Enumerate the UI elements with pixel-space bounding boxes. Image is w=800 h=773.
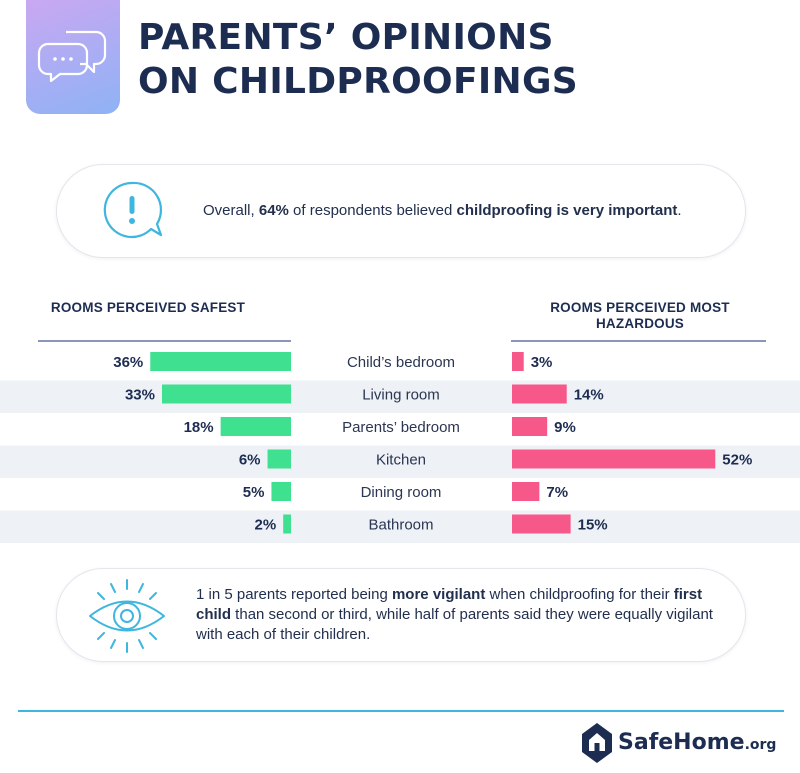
vigilance-t3: than second or third, while half of pare…	[196, 606, 713, 643]
chat-bubbles-tile	[26, 0, 120, 114]
title-line-2: ON CHILDPROOFINGS	[138, 61, 579, 102]
vigilance-t2: when childproofing for their	[485, 586, 674, 603]
safest-bar	[150, 352, 291, 371]
eye-icon	[89, 579, 165, 653]
importance-middle: of respondents believed	[288, 202, 457, 219]
room-label: Dining room	[361, 484, 442, 501]
safest-value-label: 33%	[125, 387, 155, 404]
hazardous-header-rule	[511, 340, 766, 342]
importance-stat: 64%	[258, 202, 289, 219]
row-stripe	[0, 510, 800, 543]
importance-suffix: .	[677, 202, 682, 219]
safest-value-label: 2%	[254, 517, 276, 534]
hazardous-bar	[512, 449, 716, 469]
vigilance-b2: first child	[196, 586, 703, 623]
rooms-butterfly-chart: 36% Child’s bedroom 3% 33% Living room 14% 18%…	[0, 352, 800, 543]
importance-text: Overall, 64% of respondents believed chi…	[203, 201, 743, 221]
hazardous-value-label: 9%	[554, 419, 576, 436]
importance-prefix: Overall,	[203, 202, 259, 219]
safest-value-label: 5%	[243, 484, 265, 501]
hazardous-bar	[512, 514, 571, 534]
title-line-1: PARENTS’ OPINIONS	[138, 17, 554, 58]
safest-header-rule	[38, 340, 291, 342]
vigilance-b1: more vigilant	[391, 586, 486, 603]
safest-value-label: 36%	[113, 354, 143, 371]
vigilance-callout: 1 in 5 parents reported being more vigil…	[56, 568, 746, 662]
chat-bubbles-icon	[37, 30, 107, 82]
exclamation-bubble-icon	[103, 181, 163, 239]
footer-divider	[18, 710, 784, 712]
safest-bar	[271, 482, 291, 501]
safest-value-label: 18%	[184, 419, 214, 436]
hazardous-value-label: 3%	[531, 354, 553, 371]
house-shield-icon	[582, 723, 612, 763]
hazardous-bar	[512, 482, 540, 501]
safest-header: ROOMS PERCEIVED SAFEST	[50, 300, 246, 315]
brand-wordmark: SafeHome.org	[618, 730, 776, 755]
hazardous-bar	[512, 384, 567, 404]
room-label: Bathroom	[368, 517, 433, 534]
safest-value-label: 6%	[239, 452, 261, 469]
vigilance-t1: 1 in 5 parents reported being	[196, 586, 392, 603]
room-label: Child’s bedroom	[347, 354, 455, 371]
hazardous-value-label: 7%	[546, 484, 568, 501]
hazardous-value-label: 15%	[578, 517, 608, 534]
safest-bar	[220, 417, 291, 436]
brand-name: SafeHome	[618, 730, 745, 755]
importance-emphasis: childproofing is very important	[456, 202, 678, 219]
row-stripe	[0, 380, 800, 413]
vigilance-text: 1 in 5 parents reported being more vigil…	[196, 585, 716, 645]
importance-callout: Overall, 64% of respondents believed chi…	[56, 164, 746, 258]
hazardous-header: ROOMS PERCEIVED MOST HAZARDOUS	[550, 300, 730, 331]
room-label: Parents’ bedroom	[342, 419, 460, 436]
room-label: Living room	[362, 387, 440, 404]
room-label: Kitchen	[376, 452, 426, 469]
hazardous-value-label: 52%	[722, 452, 752, 469]
safest-bar	[283, 514, 291, 534]
hazardous-bar	[512, 417, 548, 436]
page-title: PARENTS’ OPINIONS ON CHILDPROOFINGS	[138, 16, 578, 104]
safest-bar	[162, 384, 291, 404]
safest-bar	[267, 449, 291, 469]
brand-suffix: .org	[744, 737, 777, 753]
hazardous-value-label: 14%	[574, 387, 604, 404]
hazardous-bar	[512, 352, 524, 371]
